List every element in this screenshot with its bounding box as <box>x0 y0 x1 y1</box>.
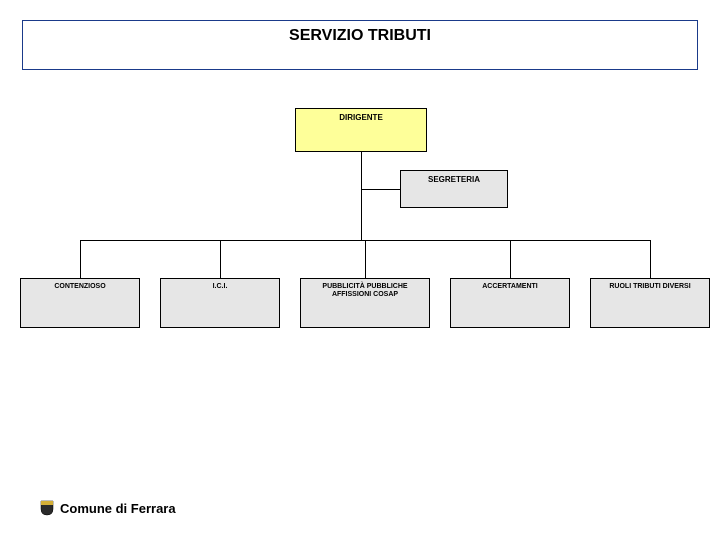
connector-line <box>220 240 221 278</box>
connector-line <box>510 240 511 278</box>
org-chart-canvas: SERVIZIO TRIBUTI DIRIGENTE SEGRETERIA CO… <box>0 0 720 540</box>
page-title: SERVIZIO TRIBUTI <box>289 27 431 45</box>
node-segreteria-label: SEGRETERIA <box>428 175 480 184</box>
connector-line <box>650 240 651 278</box>
node-ici-label: I.C.I. <box>213 283 228 291</box>
coat-of-arms-icon <box>40 500 54 516</box>
node-ici: I.C.I. <box>160 278 280 328</box>
connector-line <box>365 240 366 278</box>
node-pubblicita: PUBBLICITÀ PUBBLICHE AFFISSIONI COSAP <box>300 278 430 328</box>
node-contenzioso: CONTENZIOSO <box>20 278 140 328</box>
node-pubblicita-label: PUBBLICITÀ PUBBLICHE AFFISSIONI COSAP <box>303 283 427 299</box>
node-accertamenti-label: ACCERTAMENTI <box>482 283 537 291</box>
node-dirigente: DIRIGENTE <box>295 108 427 152</box>
node-accertamenti: ACCERTAMENTI <box>450 278 570 328</box>
footer-text: Comune di Ferrara <box>60 501 176 516</box>
connector-line <box>361 152 362 240</box>
node-ruoli-label: RUOLI TRIBUTI DIVERSI <box>609 283 690 291</box>
node-dirigente-label: DIRIGENTE <box>339 113 383 122</box>
footer: Comune di Ferrara <box>40 500 176 516</box>
node-ruoli: RUOLI TRIBUTI DIVERSI <box>590 278 710 328</box>
page-title-box: SERVIZIO TRIBUTI <box>22 20 698 70</box>
node-segreteria: SEGRETERIA <box>400 170 508 208</box>
connector-line <box>361 189 400 190</box>
connector-line <box>80 240 81 278</box>
node-contenzioso-label: CONTENZIOSO <box>54 283 105 291</box>
